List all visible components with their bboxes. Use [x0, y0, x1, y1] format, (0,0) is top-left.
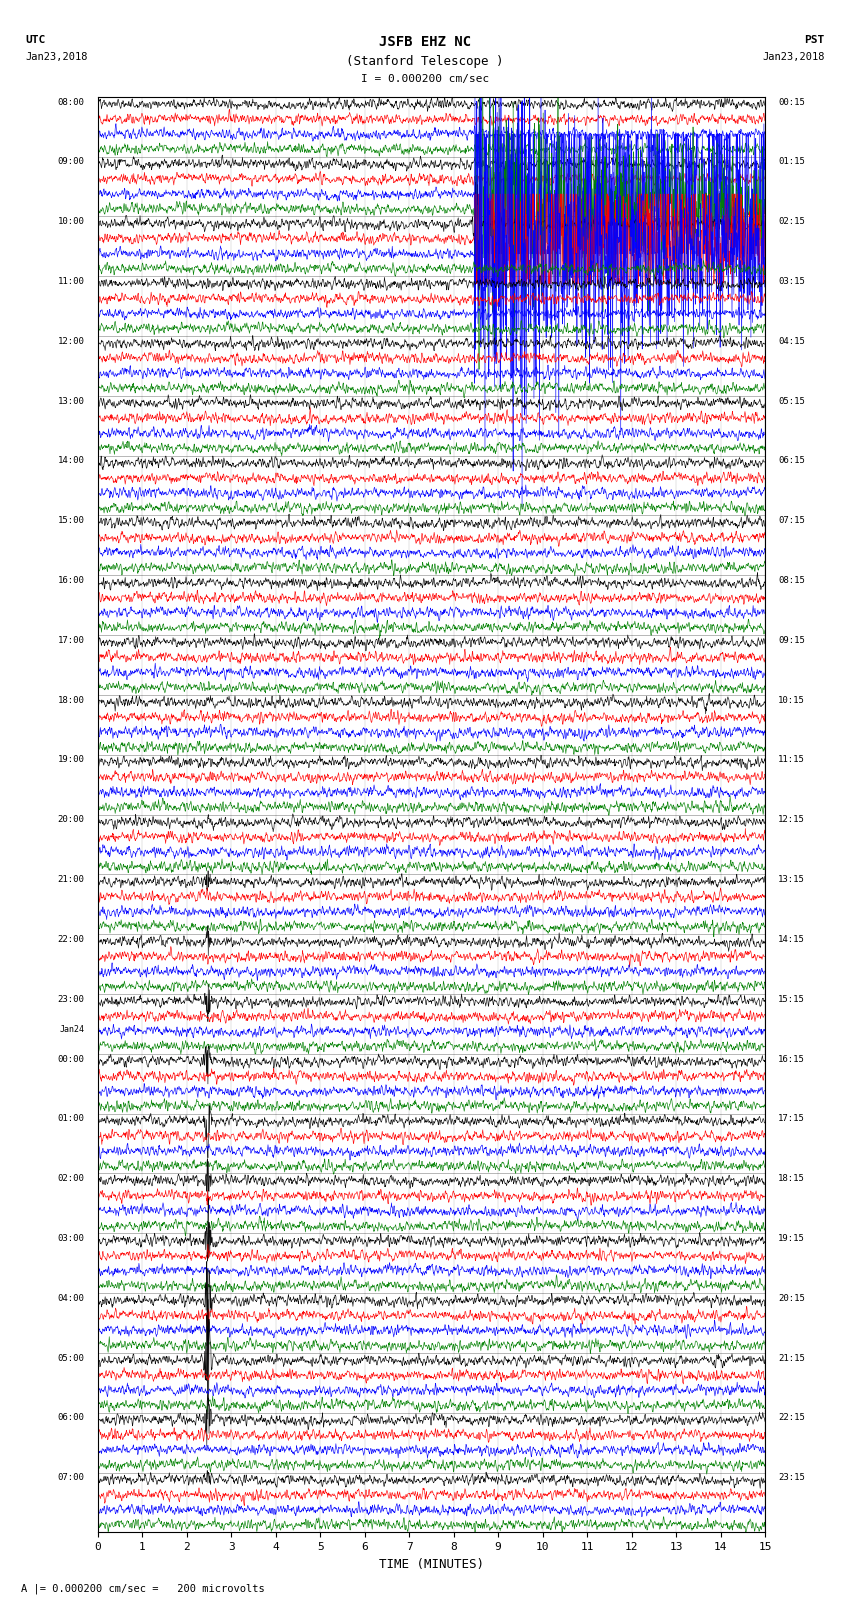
- Text: 08:15: 08:15: [779, 576, 805, 586]
- Text: Jan23,2018: Jan23,2018: [26, 52, 88, 61]
- Text: 10:00: 10:00: [58, 218, 84, 226]
- X-axis label: TIME (MINUTES): TIME (MINUTES): [379, 1558, 484, 1571]
- Text: PST: PST: [804, 35, 824, 45]
- Text: 07:15: 07:15: [779, 516, 805, 526]
- Text: 00:00: 00:00: [58, 1055, 84, 1063]
- Text: 11:15: 11:15: [779, 755, 805, 765]
- Text: 12:15: 12:15: [779, 815, 805, 824]
- Text: 19:15: 19:15: [779, 1234, 805, 1244]
- Text: I = 0.000200 cm/sec: I = 0.000200 cm/sec: [361, 74, 489, 84]
- Text: 05:00: 05:00: [58, 1353, 84, 1363]
- Text: 05:15: 05:15: [779, 397, 805, 405]
- Text: 06:15: 06:15: [779, 456, 805, 466]
- Text: 01:00: 01:00: [58, 1115, 84, 1123]
- Text: 01:15: 01:15: [779, 158, 805, 166]
- Text: 07:00: 07:00: [58, 1473, 84, 1482]
- Text: 20:00: 20:00: [58, 815, 84, 824]
- Text: 04:00: 04:00: [58, 1294, 84, 1303]
- Text: 11:00: 11:00: [58, 277, 84, 286]
- Text: 16:15: 16:15: [779, 1055, 805, 1063]
- Text: 02:15: 02:15: [779, 218, 805, 226]
- Text: 18:00: 18:00: [58, 695, 84, 705]
- Text: 23:00: 23:00: [58, 995, 84, 1003]
- Text: 03:15: 03:15: [779, 277, 805, 286]
- Text: 09:00: 09:00: [58, 158, 84, 166]
- Text: 21:00: 21:00: [58, 876, 84, 884]
- Text: 14:15: 14:15: [779, 936, 805, 944]
- Text: 03:00: 03:00: [58, 1234, 84, 1244]
- Text: 23:15: 23:15: [779, 1473, 805, 1482]
- Text: 15:15: 15:15: [779, 995, 805, 1003]
- Text: Jan23,2018: Jan23,2018: [762, 52, 824, 61]
- Text: 13:15: 13:15: [779, 876, 805, 884]
- Text: Jan24: Jan24: [60, 1024, 84, 1034]
- Text: (Stanford Telescope ): (Stanford Telescope ): [346, 55, 504, 68]
- Text: 13:00: 13:00: [58, 397, 84, 405]
- Text: 18:15: 18:15: [779, 1174, 805, 1184]
- Text: JSFB EHZ NC: JSFB EHZ NC: [379, 35, 471, 50]
- Text: 17:15: 17:15: [779, 1115, 805, 1123]
- Text: 10:15: 10:15: [779, 695, 805, 705]
- Text: 12:00: 12:00: [58, 337, 84, 345]
- Text: 14:00: 14:00: [58, 456, 84, 466]
- Text: 09:15: 09:15: [779, 636, 805, 645]
- Text: 00:15: 00:15: [779, 97, 805, 106]
- Text: 22:15: 22:15: [779, 1413, 805, 1423]
- Text: A |= 0.000200 cm/sec =   200 microvolts: A |= 0.000200 cm/sec = 200 microvolts: [21, 1582, 265, 1594]
- Text: 15:00: 15:00: [58, 516, 84, 526]
- Text: 20:15: 20:15: [779, 1294, 805, 1303]
- Text: 16:00: 16:00: [58, 576, 84, 586]
- Text: 06:00: 06:00: [58, 1413, 84, 1423]
- Text: 21:15: 21:15: [779, 1353, 805, 1363]
- Text: 22:00: 22:00: [58, 936, 84, 944]
- Text: 17:00: 17:00: [58, 636, 84, 645]
- Text: UTC: UTC: [26, 35, 46, 45]
- Text: 02:00: 02:00: [58, 1174, 84, 1184]
- Text: 08:00: 08:00: [58, 97, 84, 106]
- Text: 19:00: 19:00: [58, 755, 84, 765]
- Text: 04:15: 04:15: [779, 337, 805, 345]
